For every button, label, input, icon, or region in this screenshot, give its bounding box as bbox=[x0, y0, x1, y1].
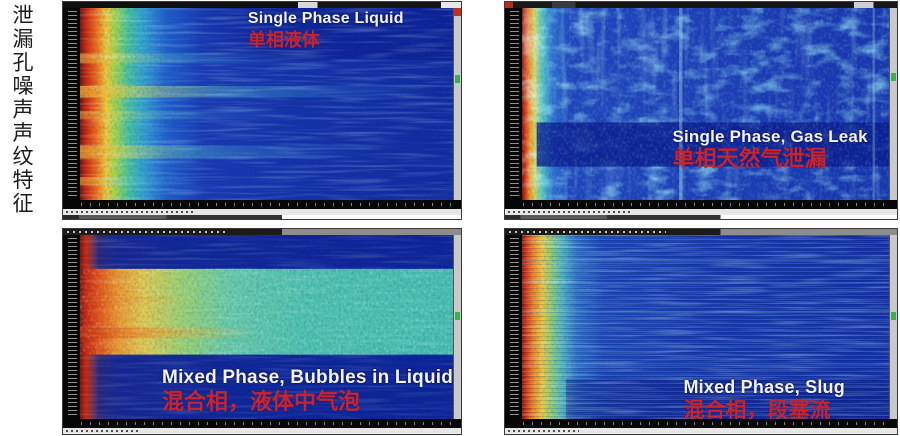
vertical-scrollbar bbox=[889, 235, 897, 419]
spectrogram-plot-gas-leak: Single Phase, Gas Leak 单相天然气泄漏 bbox=[522, 8, 889, 200]
spectrogram-plot-bubbles-in-liquid: Mixed Phase, Bubbles in Liquid 混合相，液体中气泡 bbox=[80, 235, 453, 419]
scrollbar-red-cap bbox=[454, 8, 461, 16]
frequency-axis-strip bbox=[505, 8, 522, 200]
time-axis-strip bbox=[505, 200, 897, 209]
vertical-scrollbar bbox=[453, 235, 461, 419]
vertical-scrollbar bbox=[453, 8, 461, 200]
spectrogram-plot-single-phase-liquid: Single Phase Liquid 单相液体 bbox=[80, 8, 453, 200]
figure-caption-vertical: 泄漏孔噪声声纹特征 bbox=[10, 4, 34, 216]
statusbar bbox=[63, 428, 461, 434]
window-titlebar bbox=[63, 229, 461, 235]
scrollbar-thumb bbox=[891, 73, 896, 82]
panel-label-en: Mixed Phase, Bubbles in Liquid bbox=[162, 367, 453, 389]
spectrogram-panel-single-phase-liquid: Single Phase Liquid 单相液体 bbox=[62, 1, 462, 220]
spectrogram-panel-bubbles-in-liquid: Mixed Phase, Bubbles in Liquid 混合相，液体中气泡 bbox=[62, 228, 462, 435]
scrollbar-thumb bbox=[455, 312, 460, 321]
scrollbar-thumb bbox=[455, 75, 460, 84]
window-titlebar bbox=[505, 229, 897, 235]
time-axis-strip bbox=[63, 200, 461, 209]
frequency-axis-strip bbox=[63, 235, 80, 419]
statusbar bbox=[505, 428, 897, 434]
vertical-scrollbar bbox=[889, 8, 897, 200]
panel-label-zh: 混合相，段塞流 bbox=[683, 397, 831, 419]
spectrogram-plot-slug: Mixed Phase, Slug 混合相，段塞流 bbox=[522, 235, 889, 419]
time-axis-strip bbox=[505, 419, 897, 428]
spectrogram-panel-slug: Mixed Phase, Slug 混合相，段塞流 bbox=[504, 228, 898, 435]
statusbar bbox=[63, 209, 461, 215]
panel-label-en: Single Phase Liquid bbox=[247, 10, 404, 27]
window-titlebar bbox=[505, 2, 897, 8]
time-axis-strip bbox=[63, 419, 461, 428]
frequency-axis-strip bbox=[63, 8, 80, 200]
spectrogram-panel-gas-leak: Single Phase, Gas Leak 单相天然气泄漏 bbox=[504, 1, 898, 220]
window-subbar bbox=[63, 215, 461, 219]
scrollbar-thumb bbox=[891, 312, 896, 321]
window-subbar bbox=[505, 215, 897, 219]
panel-label-zh: 单相天然气泄漏 bbox=[672, 147, 827, 173]
statusbar bbox=[505, 209, 897, 215]
panel-label-en: Mixed Phase, Slug bbox=[683, 376, 845, 397]
window-titlebar bbox=[63, 2, 461, 8]
panel-label-zh: 单相液体 bbox=[247, 29, 320, 51]
panel-label-en: Single Phase, Gas Leak bbox=[672, 127, 868, 147]
panel-label-zh: 混合相，液体中气泡 bbox=[162, 389, 361, 415]
frequency-axis-strip bbox=[505, 235, 522, 419]
